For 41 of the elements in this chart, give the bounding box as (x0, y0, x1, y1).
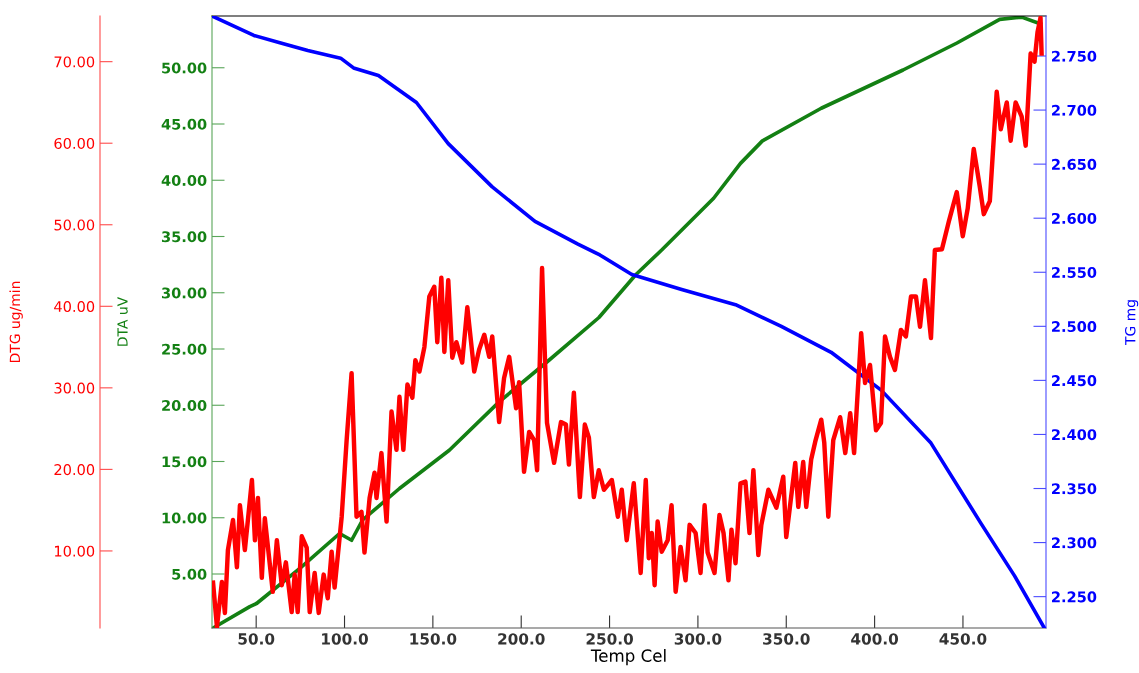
y3-tick-label: 30.00 (54, 382, 95, 394)
x-tick-label: 350.0 (763, 633, 810, 645)
y3-axis-title: DTG ug/min (9, 281, 23, 363)
y-tick-label: 20.00 (162, 399, 207, 411)
x-tick-label: 450.0 (939, 633, 987, 645)
y-tick-label: 25.00 (162, 343, 207, 355)
y-tick-label: 45.00 (161, 118, 207, 130)
y3-tick-label: 50.00 (54, 219, 95, 231)
y-tick-label: 35.00 (161, 231, 207, 243)
x-axis-title: Temp Cel (590, 649, 666, 666)
y-tick-label: 5.00 (172, 568, 207, 580)
x-tick-label: 300.0 (674, 633, 722, 645)
y2-tick-label: 2.400 (1052, 429, 1097, 441)
y2-tick-label: 2.300 (1052, 537, 1097, 549)
y-tick-label: 40.00 (161, 174, 207, 186)
y-tick-label: 15.00 (162, 456, 207, 468)
y2-tick-label: 2.550 (1052, 266, 1097, 279)
x-tick-label: 150.0 (410, 633, 457, 645)
y2-tick-label: 2.450 (1052, 375, 1097, 387)
y3-tick-label: 70.00 (54, 56, 95, 68)
y2-tick-label: 2.350 (1052, 483, 1097, 495)
y-tick-label: 50.00 (162, 62, 207, 74)
y2-tick-label: 2.250 (1052, 591, 1097, 603)
y2-axis-title: TG mg (1125, 300, 1139, 346)
y3-tick-label: 60.00 (54, 137, 95, 149)
x-tick-label: 250.0 (586, 633, 633, 645)
y3-tick-label: 20.00 (54, 464, 95, 476)
y2-tick-label: 2.700 (1052, 104, 1097, 116)
x-tick-label: 50.0 (238, 633, 275, 645)
y-tick-label: 30.00 (161, 287, 207, 299)
x-tick-label: 400.0 (851, 633, 899, 645)
y2-tick-label: 2.600 (1052, 212, 1097, 224)
y-axis-title: DTA uV (117, 296, 128, 346)
y3-tick-label: 10.00 (54, 545, 95, 557)
y2-tick-label: 2.750 (1052, 50, 1097, 62)
y3-tick-label: 40.00 (54, 301, 95, 313)
x-tick-label: 200.0 (498, 633, 545, 645)
y2-tick-label: 2.500 (1052, 321, 1097, 333)
y-tick-label: 10.00 (162, 512, 207, 524)
y2-tick-label: 2.650 (1052, 158, 1097, 170)
x-tick-label: 100.0 (322, 633, 368, 645)
